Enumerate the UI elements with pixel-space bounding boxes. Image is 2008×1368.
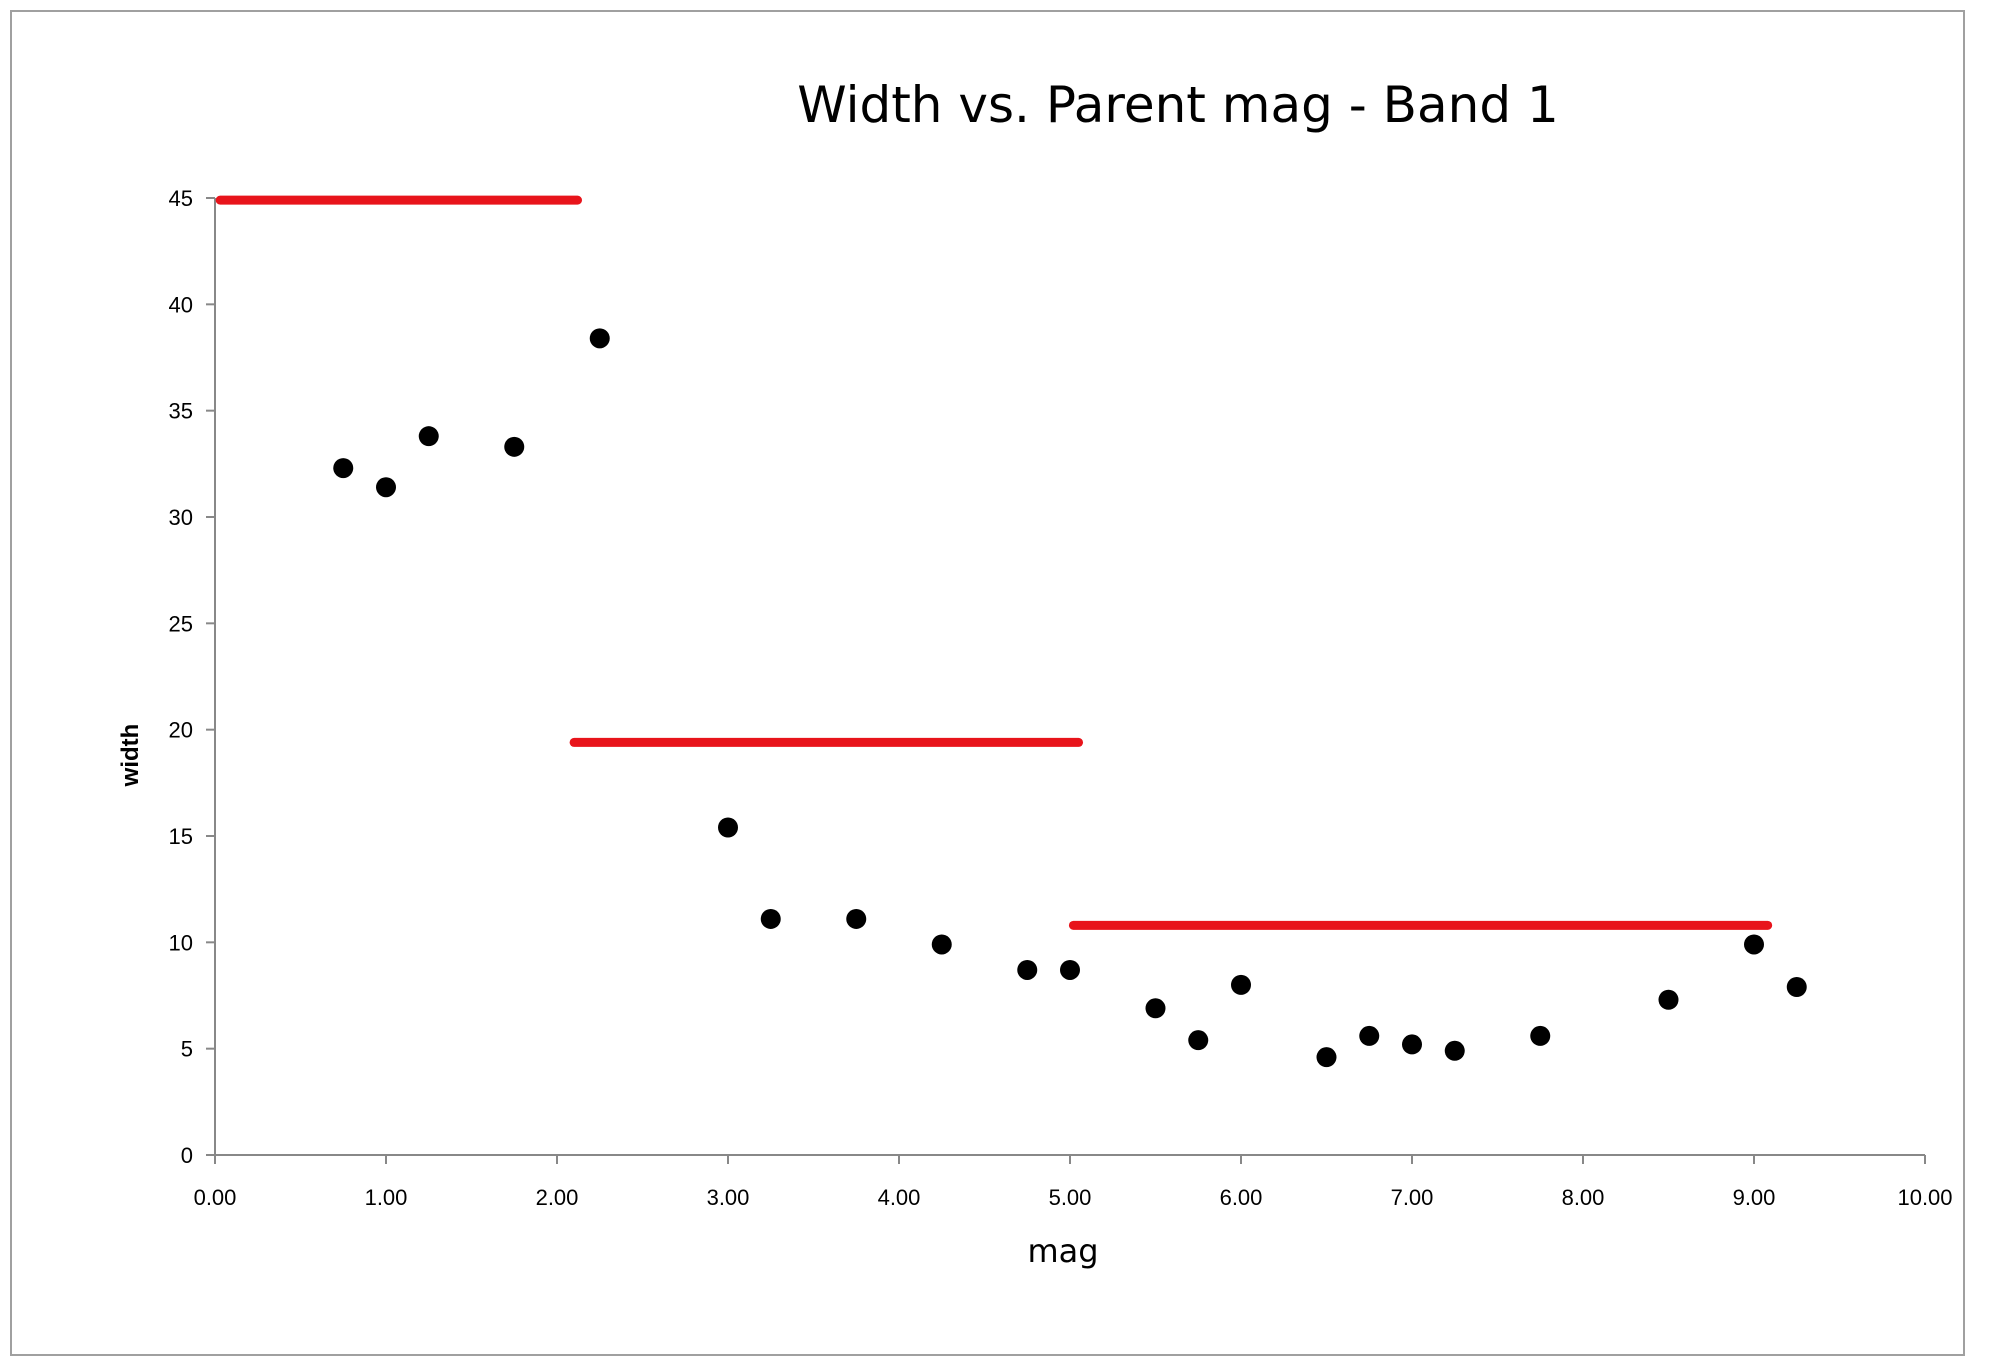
x-tick-label: 10.00: [1897, 1185, 1952, 1210]
chart-frame: [10, 10, 1965, 1356]
data-point: [931, 934, 952, 955]
data-point: [1060, 959, 1080, 980]
data-point: [1444, 1040, 1465, 1061]
data-points: [333, 328, 1807, 1068]
y-tick-label: 15: [169, 824, 193, 849]
x-tick-label: 3.00: [707, 1185, 750, 1210]
tick-labels: 0 5 10 15 20 25 30 35 40 45 0.00 1.00 2.00 3.00 4.00 5.…: [169, 186, 1953, 1210]
data-point: [376, 477, 396, 498]
y-tick-label: 0: [181, 1143, 193, 1168]
data-point: [760, 908, 781, 929]
data-point: [1316, 1047, 1337, 1068]
data-point: [846, 908, 867, 929]
data-point: [418, 426, 439, 447]
y-axis-label: width: [117, 724, 144, 788]
data-point: [1658, 989, 1679, 1010]
x-tick-label: 1.00: [365, 1185, 408, 1210]
y-tick-label: 25: [169, 611, 193, 636]
x-tick-label: 0.00: [194, 1185, 237, 1210]
y-tick-label: 35: [169, 399, 193, 424]
data-point: [718, 817, 738, 838]
chart-title: Width vs. Parent mag - Band 1: [797, 76, 1559, 134]
data-point: [1145, 998, 1166, 1019]
x-tick-label: 2.00: [536, 1185, 579, 1210]
data-point: [1744, 934, 1764, 955]
y-tick-label: 20: [169, 718, 193, 743]
y-tick-label: 40: [169, 292, 193, 317]
axes: [206, 197, 1926, 1164]
x-tick-label: 5.00: [1049, 1185, 1092, 1210]
data-point: [1359, 1025, 1380, 1046]
data-point: [1786, 976, 1807, 997]
data-point: [1402, 1034, 1422, 1055]
x-tick-label: 9.00: [1733, 1185, 1776, 1210]
data-point: [333, 458, 354, 479]
data-point: [589, 328, 610, 349]
threshold-lines: [215, 195, 1773, 930]
data-point: [1017, 959, 1038, 980]
y-tick-label: 45: [169, 186, 193, 211]
data-point: [504, 436, 525, 457]
x-tick-label: 7.00: [1391, 1185, 1434, 1210]
x-tick-label: 4.00: [878, 1185, 921, 1210]
data-point: [1188, 1030, 1209, 1051]
data-point: [1530, 1025, 1551, 1046]
x-tick-label: 6.00: [1220, 1185, 1263, 1210]
y-tick-label: 10: [169, 930, 193, 955]
y-tick-label: 30: [169, 505, 193, 530]
data-point: [1231, 974, 1251, 995]
x-axis-label: mag: [1027, 1232, 1098, 1270]
x-tick-label: 8.00: [1562, 1185, 1605, 1210]
y-tick-label: 5: [181, 1037, 193, 1062]
